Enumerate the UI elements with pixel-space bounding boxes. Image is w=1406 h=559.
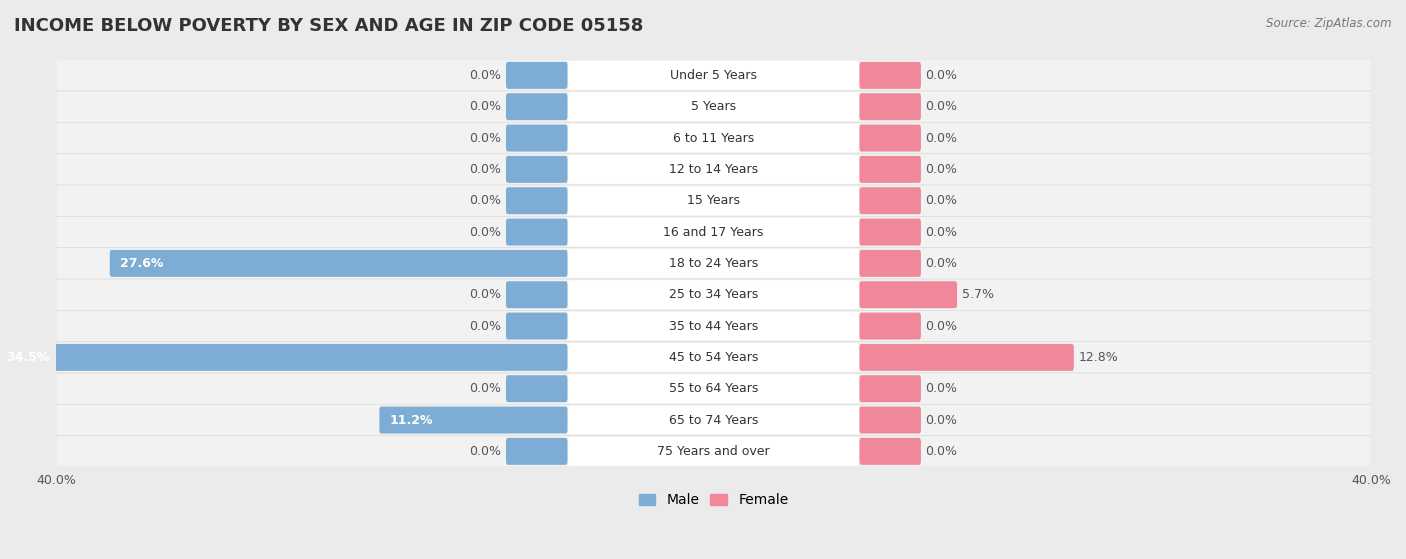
Text: 0.0%: 0.0% bbox=[470, 163, 502, 176]
Text: 65 to 74 Years: 65 to 74 Years bbox=[669, 414, 758, 427]
Text: 0.0%: 0.0% bbox=[925, 257, 957, 270]
FancyBboxPatch shape bbox=[568, 249, 859, 278]
Text: 11.2%: 11.2% bbox=[389, 414, 433, 427]
Text: 75 Years and over: 75 Years and over bbox=[657, 445, 769, 458]
FancyBboxPatch shape bbox=[568, 61, 859, 90]
FancyBboxPatch shape bbox=[56, 122, 1371, 154]
FancyBboxPatch shape bbox=[56, 279, 1371, 310]
Legend: Male, Female: Male, Female bbox=[633, 488, 794, 513]
FancyBboxPatch shape bbox=[506, 156, 568, 183]
FancyBboxPatch shape bbox=[506, 219, 568, 245]
FancyBboxPatch shape bbox=[110, 250, 568, 277]
Text: 6 to 11 Years: 6 to 11 Years bbox=[673, 131, 754, 145]
FancyBboxPatch shape bbox=[859, 62, 921, 89]
Text: 0.0%: 0.0% bbox=[925, 163, 957, 176]
FancyBboxPatch shape bbox=[56, 342, 1371, 373]
FancyBboxPatch shape bbox=[506, 187, 568, 214]
Text: 0.0%: 0.0% bbox=[470, 69, 502, 82]
FancyBboxPatch shape bbox=[56, 435, 1371, 467]
FancyBboxPatch shape bbox=[859, 187, 921, 214]
Text: 0.0%: 0.0% bbox=[470, 194, 502, 207]
FancyBboxPatch shape bbox=[568, 375, 859, 403]
FancyBboxPatch shape bbox=[56, 310, 1371, 342]
Text: 27.6%: 27.6% bbox=[120, 257, 163, 270]
Text: 0.0%: 0.0% bbox=[925, 320, 957, 333]
Text: 0.0%: 0.0% bbox=[470, 382, 502, 395]
Text: 0.0%: 0.0% bbox=[925, 131, 957, 145]
Text: 15 Years: 15 Years bbox=[688, 194, 740, 207]
FancyBboxPatch shape bbox=[859, 125, 921, 151]
Text: 0.0%: 0.0% bbox=[470, 320, 502, 333]
Text: 45 to 54 Years: 45 to 54 Years bbox=[669, 351, 758, 364]
Text: 16 and 17 Years: 16 and 17 Years bbox=[664, 225, 763, 239]
FancyBboxPatch shape bbox=[568, 406, 859, 434]
FancyBboxPatch shape bbox=[56, 373, 1371, 404]
FancyBboxPatch shape bbox=[506, 438, 568, 465]
FancyBboxPatch shape bbox=[568, 155, 859, 184]
FancyBboxPatch shape bbox=[506, 375, 568, 402]
FancyBboxPatch shape bbox=[859, 219, 921, 245]
Text: 0.0%: 0.0% bbox=[470, 100, 502, 113]
FancyBboxPatch shape bbox=[0, 344, 568, 371]
FancyBboxPatch shape bbox=[56, 248, 1371, 279]
FancyBboxPatch shape bbox=[506, 312, 568, 339]
FancyBboxPatch shape bbox=[859, 281, 957, 308]
FancyBboxPatch shape bbox=[859, 250, 921, 277]
Text: 0.0%: 0.0% bbox=[925, 414, 957, 427]
FancyBboxPatch shape bbox=[859, 156, 921, 183]
Text: 0.0%: 0.0% bbox=[925, 382, 957, 395]
FancyBboxPatch shape bbox=[568, 280, 859, 309]
FancyBboxPatch shape bbox=[568, 124, 859, 153]
FancyBboxPatch shape bbox=[859, 312, 921, 339]
Text: INCOME BELOW POVERTY BY SEX AND AGE IN ZIP CODE 05158: INCOME BELOW POVERTY BY SEX AND AGE IN Z… bbox=[14, 17, 644, 35]
Text: 0.0%: 0.0% bbox=[925, 100, 957, 113]
Text: 0.0%: 0.0% bbox=[470, 288, 502, 301]
FancyBboxPatch shape bbox=[56, 185, 1371, 216]
FancyBboxPatch shape bbox=[56, 91, 1371, 122]
Text: 0.0%: 0.0% bbox=[470, 225, 502, 239]
Text: 5 Years: 5 Years bbox=[690, 100, 735, 113]
FancyBboxPatch shape bbox=[56, 60, 1371, 91]
FancyBboxPatch shape bbox=[380, 406, 568, 434]
Text: 25 to 34 Years: 25 to 34 Years bbox=[669, 288, 758, 301]
FancyBboxPatch shape bbox=[859, 344, 1074, 371]
FancyBboxPatch shape bbox=[568, 437, 859, 466]
FancyBboxPatch shape bbox=[56, 154, 1371, 185]
FancyBboxPatch shape bbox=[506, 93, 568, 120]
FancyBboxPatch shape bbox=[859, 375, 921, 402]
Text: 12 to 14 Years: 12 to 14 Years bbox=[669, 163, 758, 176]
Text: Source: ZipAtlas.com: Source: ZipAtlas.com bbox=[1267, 17, 1392, 30]
FancyBboxPatch shape bbox=[568, 311, 859, 340]
FancyBboxPatch shape bbox=[859, 406, 921, 434]
Text: 55 to 64 Years: 55 to 64 Years bbox=[669, 382, 758, 395]
FancyBboxPatch shape bbox=[568, 92, 859, 121]
Text: Under 5 Years: Under 5 Years bbox=[671, 69, 756, 82]
Text: 0.0%: 0.0% bbox=[925, 225, 957, 239]
Text: 0.0%: 0.0% bbox=[925, 445, 957, 458]
Text: 0.0%: 0.0% bbox=[925, 69, 957, 82]
Text: 5.7%: 5.7% bbox=[962, 288, 994, 301]
FancyBboxPatch shape bbox=[506, 281, 568, 308]
FancyBboxPatch shape bbox=[568, 217, 859, 247]
Text: 0.0%: 0.0% bbox=[470, 445, 502, 458]
FancyBboxPatch shape bbox=[859, 93, 921, 120]
FancyBboxPatch shape bbox=[568, 343, 859, 372]
FancyBboxPatch shape bbox=[506, 62, 568, 89]
Text: 18 to 24 Years: 18 to 24 Years bbox=[669, 257, 758, 270]
Text: 0.0%: 0.0% bbox=[925, 194, 957, 207]
Text: 34.5%: 34.5% bbox=[7, 351, 51, 364]
FancyBboxPatch shape bbox=[568, 186, 859, 215]
Text: 0.0%: 0.0% bbox=[470, 131, 502, 145]
FancyBboxPatch shape bbox=[859, 438, 921, 465]
FancyBboxPatch shape bbox=[506, 125, 568, 151]
FancyBboxPatch shape bbox=[56, 216, 1371, 248]
Text: 12.8%: 12.8% bbox=[1078, 351, 1118, 364]
Text: 35 to 44 Years: 35 to 44 Years bbox=[669, 320, 758, 333]
FancyBboxPatch shape bbox=[56, 404, 1371, 435]
